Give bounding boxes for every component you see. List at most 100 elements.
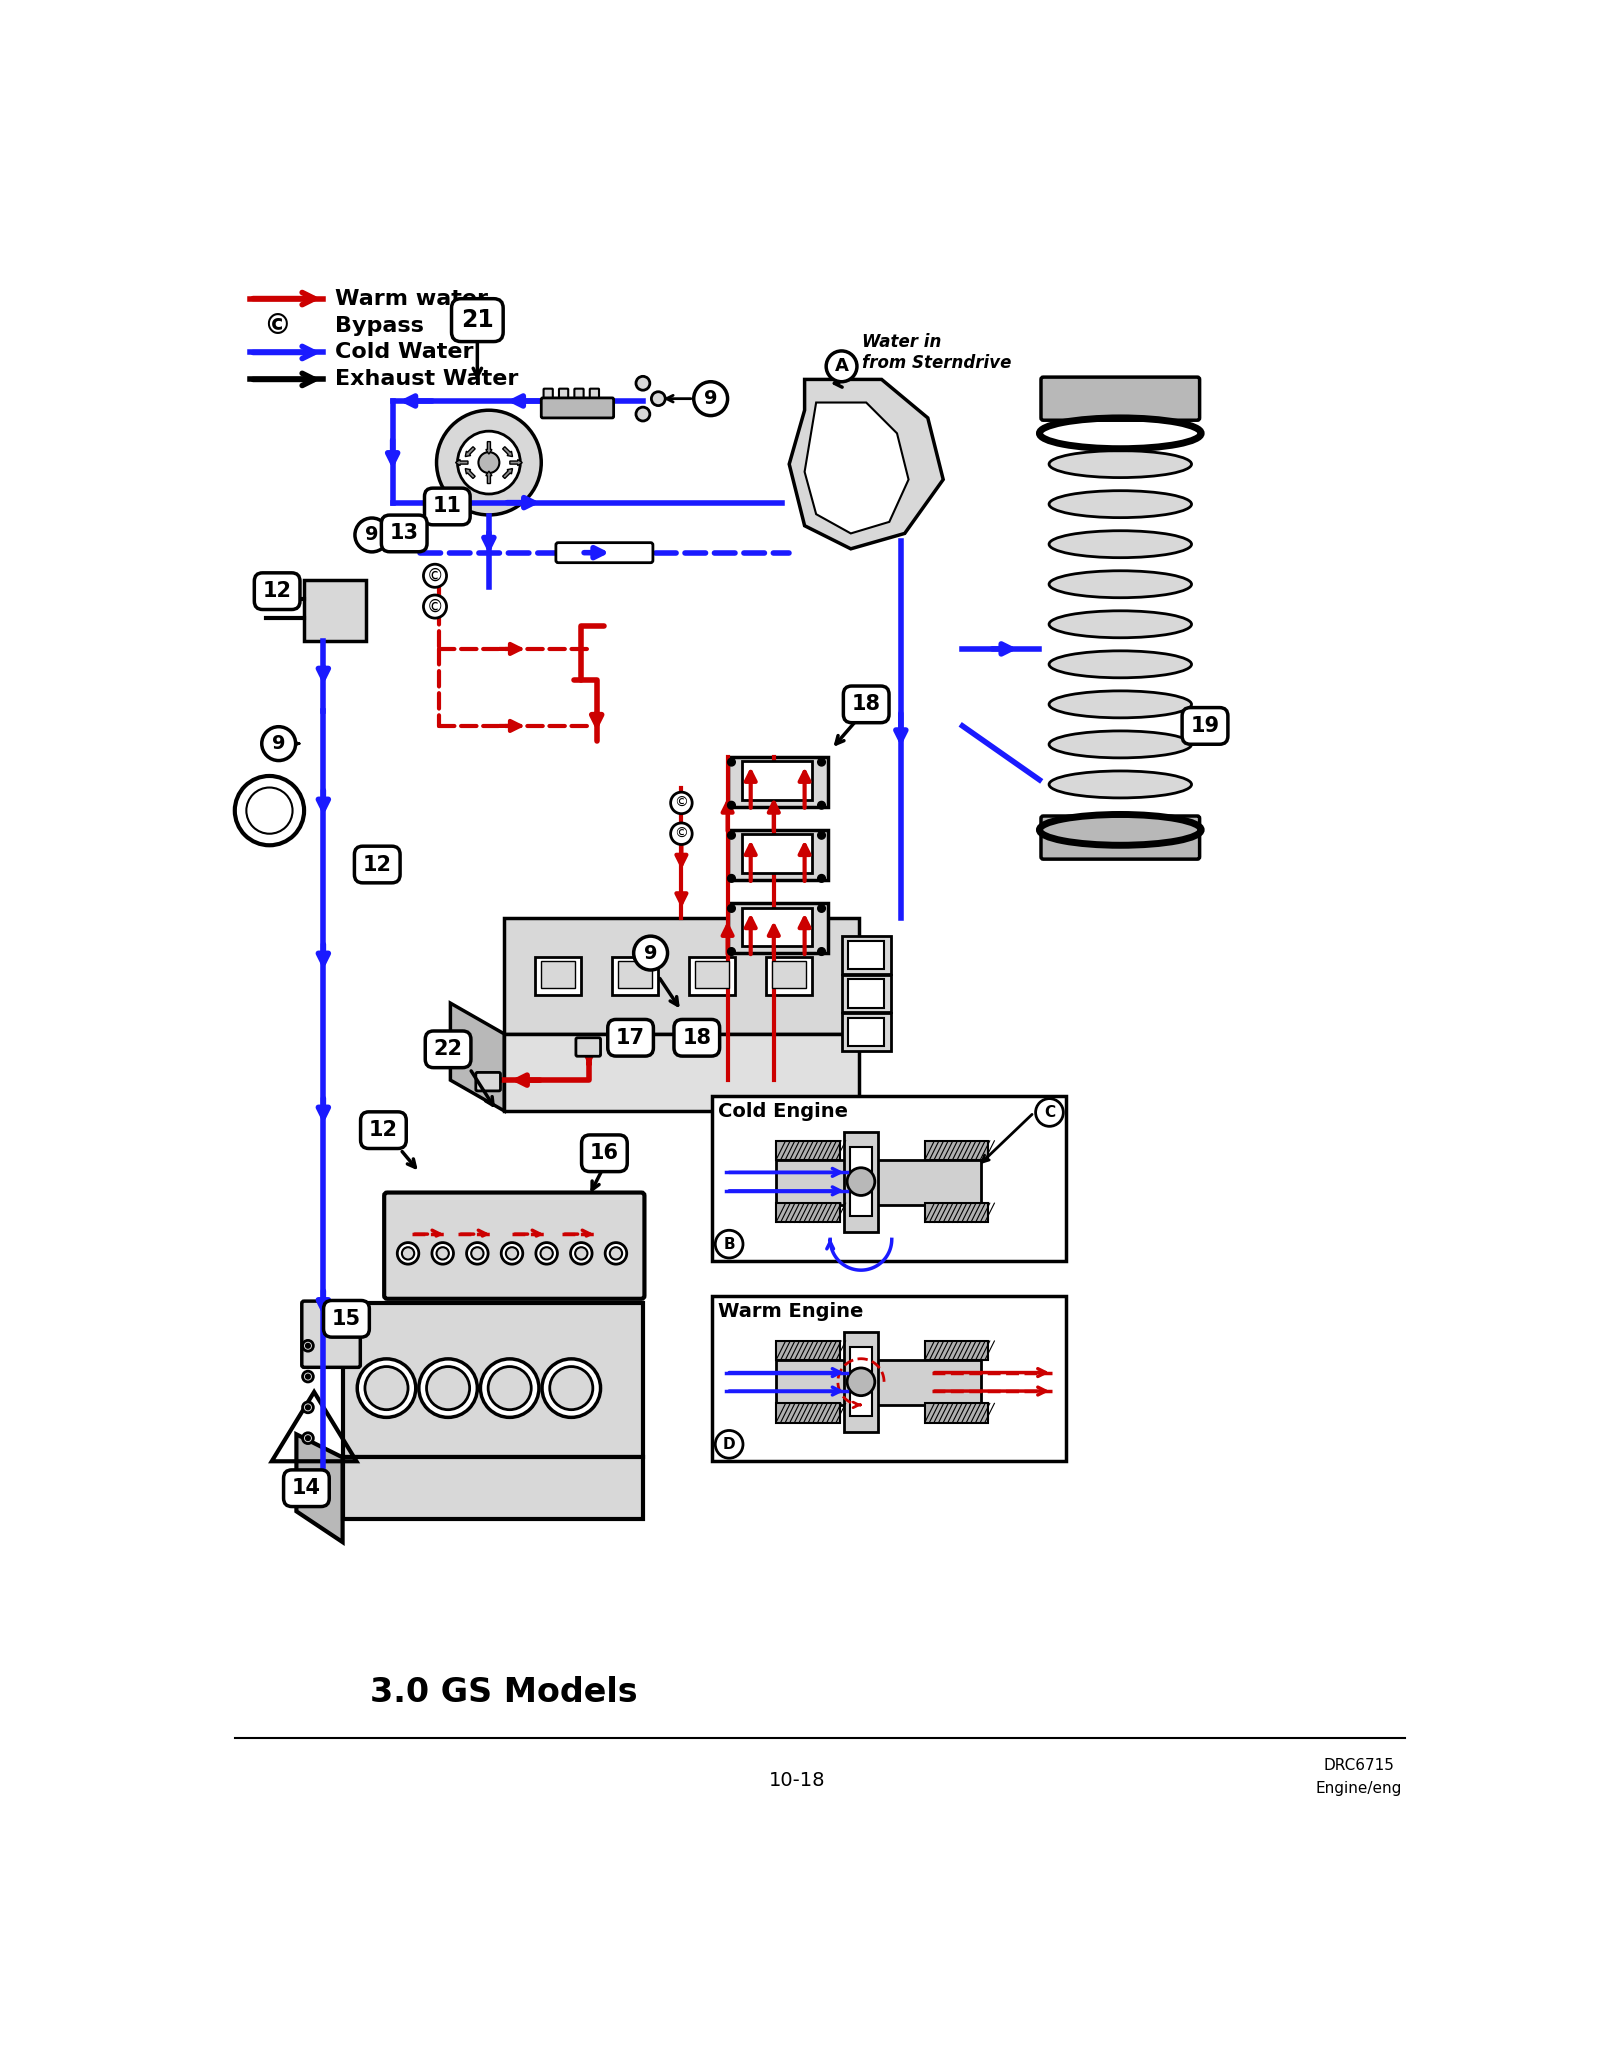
Text: ©: © <box>427 567 443 584</box>
Ellipse shape <box>1050 770 1192 797</box>
Text: Exhaust Water: Exhaust Water <box>334 369 518 389</box>
FancyBboxPatch shape <box>1042 816 1200 859</box>
Circle shape <box>357 1359 416 1417</box>
Circle shape <box>437 410 541 516</box>
Text: Bypass: Bypass <box>334 315 424 336</box>
Bar <box>613 957 658 996</box>
Circle shape <box>262 727 296 760</box>
Text: 11: 11 <box>434 497 462 516</box>
Text: 9: 9 <box>272 733 285 754</box>
Circle shape <box>818 758 826 766</box>
Circle shape <box>424 563 446 588</box>
Circle shape <box>302 1340 314 1350</box>
FancyBboxPatch shape <box>848 1017 883 1046</box>
Polygon shape <box>342 1303 643 1458</box>
Ellipse shape <box>1050 572 1192 599</box>
Text: 9: 9 <box>704 389 717 408</box>
Ellipse shape <box>1050 451 1192 478</box>
FancyBboxPatch shape <box>848 980 883 1009</box>
Circle shape <box>302 1433 314 1443</box>
Circle shape <box>306 1375 310 1379</box>
FancyBboxPatch shape <box>742 907 811 946</box>
Circle shape <box>634 936 667 969</box>
FancyBboxPatch shape <box>558 389 568 414</box>
Circle shape <box>635 377 650 389</box>
FancyArrow shape <box>502 468 512 478</box>
Polygon shape <box>504 1033 859 1110</box>
FancyBboxPatch shape <box>925 1342 989 1361</box>
Text: DRC6715: DRC6715 <box>1323 1758 1395 1773</box>
Polygon shape <box>296 1435 342 1543</box>
Circle shape <box>467 1243 488 1263</box>
Circle shape <box>728 830 736 839</box>
Text: 12: 12 <box>370 1120 398 1141</box>
Text: Warm water: Warm water <box>334 288 488 309</box>
Bar <box>712 1296 1067 1462</box>
Text: 14: 14 <box>291 1479 322 1497</box>
Circle shape <box>605 1243 627 1263</box>
FancyArrow shape <box>456 460 467 466</box>
Bar <box>541 961 574 988</box>
Circle shape <box>818 830 826 839</box>
Circle shape <box>651 391 666 406</box>
Text: ©: © <box>675 826 688 841</box>
Ellipse shape <box>1050 650 1192 677</box>
Text: A: A <box>835 358 848 375</box>
Text: ©: © <box>264 311 291 340</box>
Circle shape <box>365 1367 408 1410</box>
Text: 9: 9 <box>365 526 379 545</box>
Polygon shape <box>805 402 909 534</box>
Circle shape <box>536 1243 557 1263</box>
FancyBboxPatch shape <box>842 1013 891 1050</box>
Circle shape <box>846 1168 875 1195</box>
Circle shape <box>610 1247 622 1259</box>
Circle shape <box>728 801 736 810</box>
FancyBboxPatch shape <box>850 1147 872 1216</box>
FancyBboxPatch shape <box>728 756 827 808</box>
Circle shape <box>306 1344 310 1348</box>
FancyBboxPatch shape <box>842 936 891 973</box>
FancyArrow shape <box>510 460 522 466</box>
FancyArrow shape <box>486 470 491 483</box>
Circle shape <box>419 1359 477 1417</box>
Text: B: B <box>723 1236 734 1251</box>
FancyBboxPatch shape <box>544 389 554 414</box>
Circle shape <box>728 949 736 955</box>
Circle shape <box>432 1243 453 1263</box>
Text: 18: 18 <box>682 1027 712 1048</box>
Circle shape <box>488 1367 531 1410</box>
Circle shape <box>728 905 736 911</box>
Bar <box>696 961 730 988</box>
FancyBboxPatch shape <box>574 389 584 414</box>
Circle shape <box>302 1402 314 1412</box>
Ellipse shape <box>1050 530 1192 557</box>
Text: ©: © <box>427 599 443 615</box>
FancyBboxPatch shape <box>850 1346 872 1417</box>
Circle shape <box>574 1247 587 1259</box>
FancyBboxPatch shape <box>776 1141 840 1160</box>
FancyArrow shape <box>466 447 475 456</box>
Circle shape <box>542 1359 600 1417</box>
FancyBboxPatch shape <box>845 1332 878 1431</box>
FancyBboxPatch shape <box>776 1404 840 1423</box>
FancyBboxPatch shape <box>742 835 811 874</box>
Ellipse shape <box>1050 731 1192 758</box>
Circle shape <box>541 1247 554 1259</box>
FancyArrow shape <box>466 468 475 478</box>
Text: Engine/eng: Engine/eng <box>1315 1781 1402 1796</box>
FancyBboxPatch shape <box>302 1301 360 1367</box>
Circle shape <box>480 1359 539 1417</box>
Text: 16: 16 <box>590 1143 619 1164</box>
Circle shape <box>550 1367 594 1410</box>
Circle shape <box>818 801 826 810</box>
Text: 18: 18 <box>851 694 880 714</box>
Circle shape <box>306 1404 310 1410</box>
Polygon shape <box>342 1458 643 1518</box>
FancyBboxPatch shape <box>728 830 827 880</box>
Text: 12: 12 <box>363 855 392 874</box>
Circle shape <box>818 874 826 882</box>
Circle shape <box>670 791 693 814</box>
FancyBboxPatch shape <box>590 389 598 414</box>
Circle shape <box>818 949 826 955</box>
FancyBboxPatch shape <box>776 1203 840 1222</box>
